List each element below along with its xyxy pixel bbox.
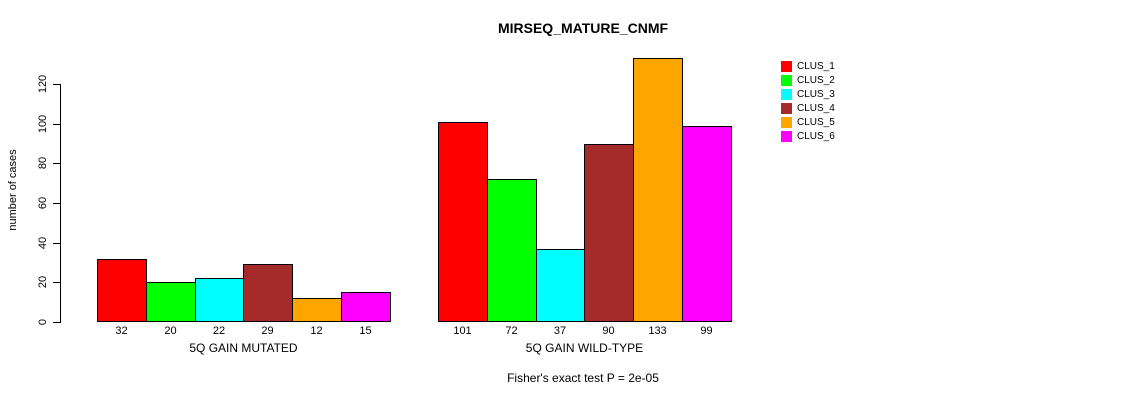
legend-label: CLUS_6 bbox=[797, 130, 835, 142]
y-tick-label: 20 bbox=[37, 275, 49, 289]
bar-value-label: 20 bbox=[164, 325, 177, 337]
y-tick-mark bbox=[53, 203, 60, 204]
annotation-text: Fisher's exact test P = 2e-05 bbox=[507, 371, 659, 385]
bar-value-label: 72 bbox=[505, 325, 518, 337]
x-group-label: 5Q GAIN MUTATED bbox=[189, 341, 298, 355]
bar-clus_2-2 bbox=[487, 179, 537, 322]
legend-label: CLUS_3 bbox=[797, 88, 835, 100]
chart-title: MIRSEQ_MATURE_CNMF bbox=[497, 20, 669, 36]
y-tick-label: 0 bbox=[37, 318, 49, 326]
y-tick-label: 60 bbox=[37, 196, 49, 210]
bar-clus_6-1 bbox=[341, 292, 391, 322]
bar-value-label: 37 bbox=[553, 325, 567, 337]
bar-value-label: 12 bbox=[310, 325, 323, 337]
bar-value-label: 32 bbox=[115, 325, 128, 337]
legend-entry-clus_4: CLUS_4 bbox=[781, 101, 835, 115]
legend-label: CLUS_4 bbox=[797, 102, 835, 114]
legend-entry-clus_2: CLUS_2 bbox=[781, 73, 835, 87]
bar-value-label: 133 bbox=[648, 325, 667, 337]
y-tick-label: 100 bbox=[37, 114, 49, 134]
legend-swatch-icon bbox=[781, 74, 792, 86]
bar-clus_5-2 bbox=[633, 58, 683, 322]
bar-value-label: 90 bbox=[602, 325, 615, 337]
legend-entry-clus_6: CLUS_6 bbox=[781, 129, 835, 143]
bar-value-label: 15 bbox=[359, 325, 372, 337]
bar-clus_4-1 bbox=[243, 264, 293, 322]
bar-clus_6-2 bbox=[682, 126, 732, 322]
y-tick-label: 80 bbox=[37, 156, 49, 170]
bar-clus_3-2 bbox=[536, 249, 585, 322]
y-tick-mark bbox=[53, 163, 60, 164]
y-tick-label: 120 bbox=[37, 74, 49, 94]
bar-clus_3-1 bbox=[195, 278, 244, 322]
legend-entry-clus_3: CLUS_3 bbox=[781, 87, 835, 101]
bar-clus_5-1 bbox=[292, 298, 342, 322]
legend-swatch-icon bbox=[781, 60, 792, 72]
bar-value-label: 99 bbox=[700, 325, 713, 337]
bar-clus_1-1 bbox=[97, 259, 147, 322]
legend-swatch-icon bbox=[781, 102, 792, 114]
y-tick-mark bbox=[53, 124, 60, 125]
legend-label: CLUS_5 bbox=[797, 116, 835, 128]
y-tick-mark bbox=[53, 322, 60, 323]
legend-entry-clus_1: CLUS_1 bbox=[781, 59, 835, 73]
legend-swatch-icon bbox=[781, 116, 792, 128]
y-tick-label: 40 bbox=[37, 236, 49, 250]
bar-value-label: 29 bbox=[261, 325, 274, 337]
y-tick-mark bbox=[53, 243, 60, 244]
legend-swatch-icon bbox=[781, 88, 792, 100]
bar-clus_1-2 bbox=[438, 122, 488, 322]
legend: CLUS_1 CLUS_2 CLUS_3 CLUS_4 CLUS_5 CLUS_6 bbox=[781, 59, 835, 143]
legend-label: CLUS_1 bbox=[797, 60, 835, 72]
bar-value-label: 101 bbox=[453, 325, 472, 337]
bar-clus_4-2 bbox=[584, 144, 634, 322]
legend-entry-clus_5: CLUS_5 bbox=[781, 115, 835, 129]
y-tick-mark bbox=[53, 282, 60, 283]
legend-swatch-icon bbox=[781, 130, 792, 142]
x-group-label: 5Q GAIN WILD-TYPE bbox=[525, 341, 644, 355]
bar-value-label: 22 bbox=[212, 325, 226, 337]
y-tick-mark bbox=[53, 84, 60, 85]
bar-clus_2-1 bbox=[146, 282, 196, 322]
y-axis-line bbox=[60, 84, 61, 323]
y-axis-label: number of cases bbox=[7, 149, 19, 231]
legend-label: CLUS_2 bbox=[797, 74, 835, 86]
